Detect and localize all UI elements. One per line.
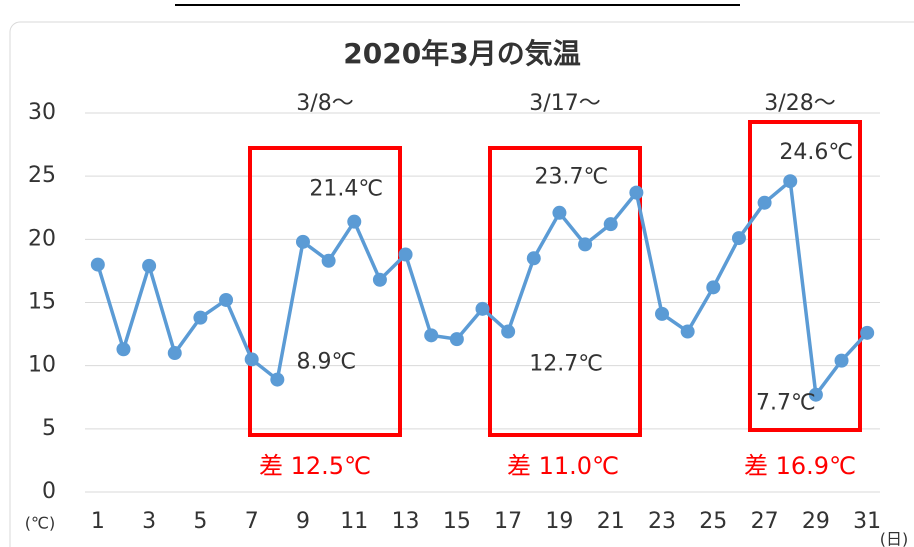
y-tick-label: 10: [28, 353, 56, 378]
x-tick-label: 23: [648, 509, 676, 534]
highlight-box: [248, 146, 402, 437]
difference-label: 差 12.5℃: [259, 452, 371, 480]
data-point: [424, 328, 439, 343]
x-tick-label: 3: [142, 509, 156, 534]
x-tick-label: 5: [193, 509, 207, 534]
data-point: [398, 247, 413, 262]
data-point: [706, 280, 721, 295]
y-unit-label: (℃): [25, 514, 55, 533]
period-label: 3/17～: [529, 91, 600, 116]
data-point: [449, 332, 464, 347]
data-point: [167, 346, 182, 361]
highlight-box: [488, 146, 642, 437]
data-point: [116, 342, 131, 357]
data-point: [552, 205, 567, 220]
y-tick-label: 5: [42, 416, 56, 441]
y-tick-label: 30: [28, 100, 56, 125]
x-tick-label: 7: [245, 509, 259, 534]
data-point: [578, 237, 593, 252]
difference-label: 差 16.9℃: [744, 452, 856, 480]
data-label: 21.4℃: [309, 177, 383, 202]
difference-label: 差 11.0℃: [507, 452, 619, 480]
data-point: [475, 301, 490, 316]
chart-title: 2020年3月の気温: [343, 37, 580, 70]
data-point: [295, 234, 310, 249]
data-point: [757, 195, 772, 210]
data-point: [90, 257, 105, 272]
data-label: 8.9℃: [296, 350, 356, 375]
data-point: [680, 324, 695, 339]
y-tick-label: 15: [28, 290, 56, 315]
x-tick-label: 11: [340, 509, 368, 534]
x-tick-label: 1: [91, 509, 105, 534]
data-point: [834, 353, 849, 368]
data-point: [321, 253, 336, 268]
data-point: [860, 325, 875, 340]
data-point: [372, 272, 387, 287]
data-label: 23.7℃: [535, 165, 609, 190]
period-label: 3/8～: [296, 91, 353, 116]
x-tick-label: 25: [699, 509, 727, 534]
data-point: [501, 324, 516, 339]
data-point: [347, 214, 362, 229]
y-tick-label: 25: [28, 163, 56, 188]
data-point: [193, 310, 208, 325]
x-tick-label: 17: [494, 509, 522, 534]
highlight-box: [748, 120, 862, 432]
data-label: 7.7℃: [756, 391, 816, 416]
x-tick-label: 31: [853, 509, 881, 534]
data-point: [783, 174, 798, 189]
x-tick-label: 21: [597, 509, 625, 534]
data-point: [270, 372, 285, 387]
period-label: 3/28～: [764, 91, 835, 116]
data-point: [808, 387, 823, 402]
y-tick-label: 20: [28, 226, 56, 251]
x-tick-label: 29: [802, 509, 830, 534]
data-point: [655, 306, 670, 321]
x-tick-label: 9: [296, 509, 310, 534]
data-point: [219, 292, 234, 307]
x-tick-label: 13: [392, 509, 420, 534]
y-tick-label: 0: [42, 479, 56, 504]
x-tick-label: 19: [545, 509, 573, 534]
data-point: [731, 231, 746, 246]
x-unit-label: (日): [880, 530, 909, 547]
data-point: [244, 352, 259, 367]
data-label: 12.7℃: [529, 352, 603, 377]
x-tick-label: 15: [443, 509, 471, 534]
data-point: [142, 258, 157, 273]
data-point: [603, 217, 618, 232]
data-point: [526, 251, 541, 266]
data-point: [629, 185, 644, 200]
data-label: 24.6℃: [779, 140, 853, 165]
x-tick-label: 27: [751, 509, 779, 534]
chart-border: [9, 21, 914, 547]
